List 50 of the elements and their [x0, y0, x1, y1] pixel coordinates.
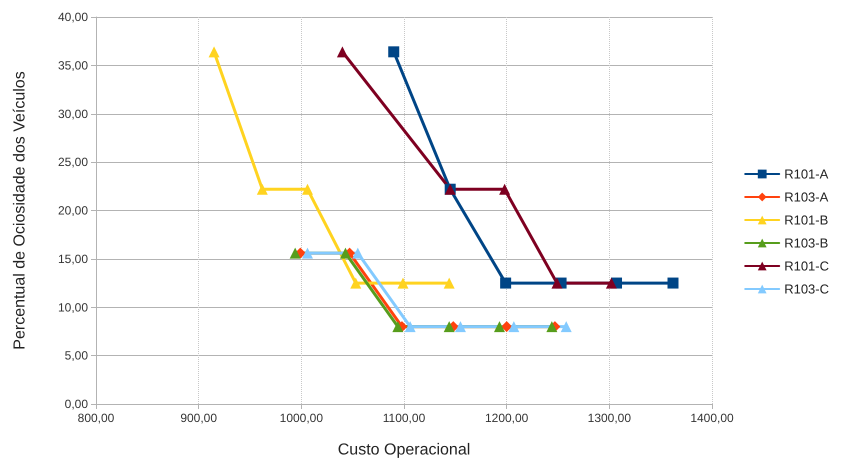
- point: [667, 278, 678, 289]
- point: [494, 321, 505, 332]
- x-tick-label: 900,00: [180, 411, 218, 425]
- y-tick-label: 40,00: [58, 10, 88, 24]
- legend-label: R103-A: [784, 190, 829, 204]
- point: [340, 248, 351, 259]
- point: [350, 278, 362, 289]
- point: [551, 278, 562, 289]
- point: [392, 321, 404, 332]
- point: [499, 184, 510, 195]
- legend-label: R101-B: [784, 212, 828, 228]
- point: [352, 248, 364, 259]
- x-tick-label: 800,00: [78, 411, 115, 425]
- y-tick-label: 15,00: [58, 252, 88, 266]
- y-tick-label: 20,00: [58, 204, 88, 218]
- legend-label: R101-C: [784, 258, 829, 274]
- point: [606, 278, 617, 289]
- point: [208, 46, 220, 58]
- x-axis-title: Custo Operacional: [338, 442, 470, 458]
- x-tick-label: 1200,00: [484, 411, 529, 425]
- point: [404, 321, 416, 332]
- point: [444, 321, 455, 332]
- point: [501, 321, 512, 332]
- point: [500, 278, 512, 289]
- point: [397, 278, 408, 289]
- x-tick-label: 1000,00: [280, 411, 324, 425]
- point: [508, 321, 520, 332]
- point: [256, 184, 268, 195]
- legend-label: R103-C: [784, 282, 829, 296]
- point: [546, 321, 558, 332]
- point: [302, 184, 313, 195]
- y-tick-label: 25,00: [58, 155, 88, 170]
- x-tick-label: 1300,00: [588, 411, 632, 425]
- point: [560, 321, 572, 332]
- y-tick-label: 5,00: [64, 348, 88, 363]
- point: [444, 278, 455, 289]
- x-tick-label: 1400,00: [690, 411, 734, 425]
- y-tick-label: 30,00: [58, 106, 88, 121]
- point: [388, 46, 400, 58]
- legend-label: R103-B: [784, 236, 828, 250]
- y-tick-label: 10,00: [58, 300, 88, 314]
- y-tick-label: 35,00: [58, 58, 88, 72]
- x-tick-label: 1100,00: [382, 411, 426, 425]
- point: [290, 248, 301, 259]
- point: [302, 248, 313, 259]
- point: [454, 321, 466, 332]
- point: [336, 46, 348, 58]
- y-tick-label: 0,00: [64, 397, 88, 411]
- legend-label: R101-A: [784, 166, 829, 182]
- y-axis-title: Percentual de Ociosidade dos Veículos: [12, 71, 28, 350]
